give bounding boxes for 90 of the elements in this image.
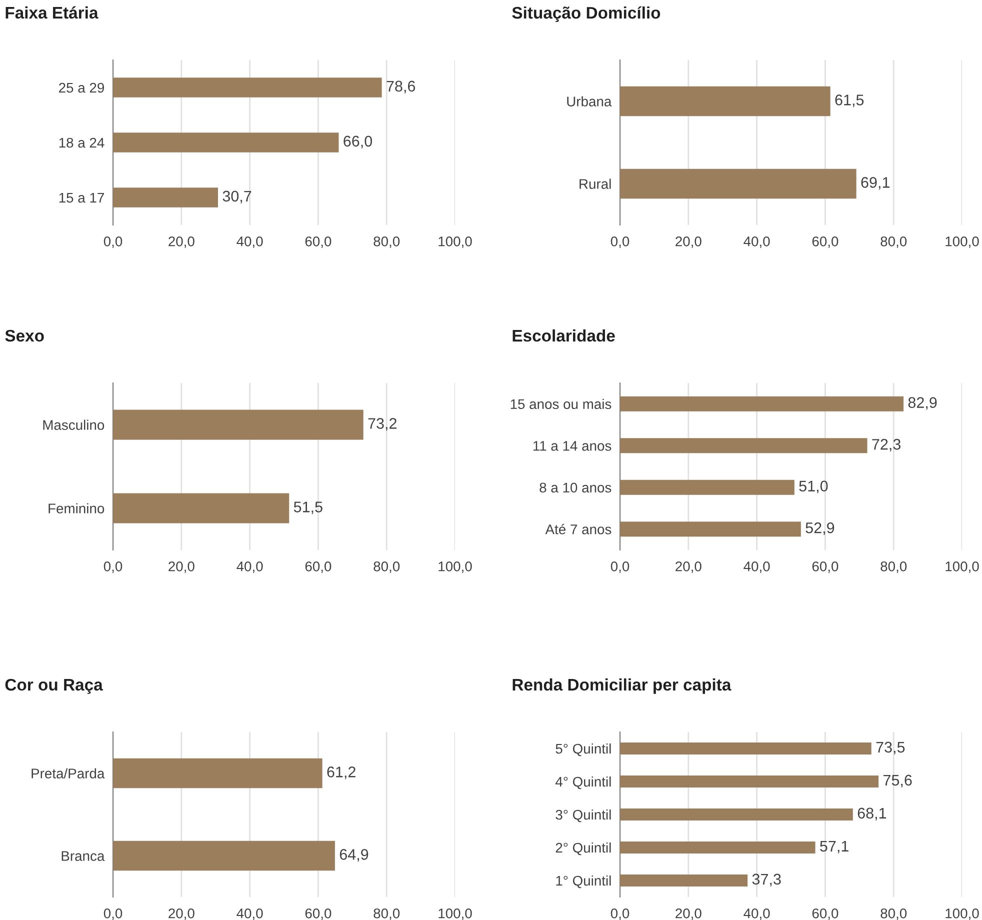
bar [620, 480, 794, 495]
x-tick-label: 100,0 [438, 561, 472, 573]
y-tick-label: Branca [62, 851, 105, 861]
x-tick-label: 80,0 [374, 561, 400, 573]
chart-title: Cor ou Raça [5, 678, 103, 694]
x-tick-label: 0,0 [104, 561, 122, 573]
x-tick-label: 80,0 [880, 908, 907, 920]
y-tick-label: Rural [580, 178, 611, 189]
chart-title: Situação Domicílio [512, 6, 660, 22]
x-tick-label: 60,0 [812, 236, 838, 248]
bar [620, 874, 748, 886]
x-tick-label: 20,0 [676, 561, 702, 573]
data-label: 68,1 [858, 808, 886, 820]
x-tick-label: 40,0 [236, 561, 263, 573]
data-label: 57,1 [820, 840, 848, 854]
x-tick-label: 40,0 [236, 908, 263, 920]
y-tick-label: 15 anos ou mais [510, 398, 612, 410]
x-tick-label: 60,0 [812, 908, 838, 920]
chart-title: Faixa Etária [6, 6, 98, 19]
x-tick-label: 100,0 [946, 908, 979, 920]
x-tick-label: 80,0 [374, 236, 400, 248]
y-tick-label: 1° Quintil [556, 875, 611, 888]
x-tick-label: 0,0 [104, 236, 122, 248]
y-tick-label: 4° Quintil [555, 776, 611, 790]
data-label: 73,5 [876, 742, 905, 754]
x-tick-label: 20,0 [168, 561, 194, 573]
x-tick-label: 80,0 [880, 561, 907, 573]
bar [113, 132, 339, 152]
y-tick-label: Urbana [567, 96, 612, 106]
y-tick-label: 15 a 17 [59, 192, 104, 203]
data-label: 73,2 [368, 418, 396, 431]
x-tick-label: 20,0 [168, 236, 194, 248]
y-tick-label: Masculino [43, 420, 104, 430]
y-tick-label: Feminino [48, 503, 104, 514]
x-tick-label: 100,0 [946, 561, 979, 573]
x-tick-label: 40,0 [236, 236, 263, 248]
data-label: 52,9 [806, 522, 834, 536]
y-tick-label: Preta/Parda [32, 768, 105, 778]
data-label: 66,0 [344, 136, 372, 148]
bar [113, 188, 218, 208]
data-label: 61,2 [327, 766, 356, 780]
data-label: 75,6 [884, 774, 912, 788]
x-tick-label: 20,0 [676, 908, 702, 920]
x-tick-label: 0,0 [104, 908, 122, 920]
x-tick-label: 100,0 [946, 236, 979, 248]
y-tick-label: 5° Quintil [556, 743, 611, 756]
data-label: 51,5 [294, 502, 322, 514]
y-tick-label: 8 a 10 anos [540, 482, 612, 493]
chart-title: Escolaridade [512, 329, 615, 342]
y-tick-label: 25 a 29 [59, 82, 104, 93]
x-tick-label: 40,0 [744, 236, 770, 248]
x-tick-label: 80,0 [880, 236, 907, 248]
data-label: 78,6 [386, 80, 416, 94]
bar [620, 842, 816, 854]
x-tick-label: 40,0 [744, 561, 770, 573]
data-label: 69,1 [861, 177, 890, 190]
x-tick-label: 0,0 [610, 908, 630, 920]
data-label: 64,9 [340, 849, 368, 862]
x-tick-label: 60,0 [812, 561, 838, 573]
y-tick-label: 3° Quintil [556, 809, 611, 822]
bar [620, 808, 853, 820]
y-tick-label: 18 a 24 [59, 138, 104, 148]
x-tick-label: 80,0 [374, 908, 400, 920]
chart-title: Sexo [5, 330, 44, 342]
x-tick-label: 100,0 [438, 236, 472, 248]
data-label: 82,9 [908, 397, 937, 410]
data-label: 37,3 [752, 874, 781, 886]
bar [620, 438, 868, 454]
x-tick-label: 0,0 [610, 236, 630, 248]
x-tick-label: 60,0 [305, 236, 332, 248]
y-tick-label: Até 7 anos [545, 524, 612, 534]
data-label: 61,5 [835, 94, 864, 108]
y-tick-label: 11 a 14 anos [533, 441, 612, 451]
data-label: 51,0 [799, 480, 828, 494]
bar [620, 522, 801, 537]
data-label: 72,3 [872, 438, 900, 452]
x-tick-label: 20,0 [676, 236, 702, 248]
x-tick-label: 40,0 [744, 908, 770, 920]
chart-title: Renda Domiciliar per capita [512, 678, 732, 694]
x-tick-label: 100,0 [438, 908, 472, 920]
bar [620, 396, 904, 412]
x-tick-label: 20,0 [168, 908, 194, 920]
data-label: 30,7 [222, 190, 252, 204]
bar [620, 776, 879, 788]
bar [620, 742, 872, 754]
x-tick-label: 60,0 [305, 561, 332, 573]
x-tick-label: 60,0 [305, 908, 332, 920]
x-tick-label: 0,0 [610, 561, 630, 573]
bar [113, 78, 382, 98]
y-tick-label: 2° Quintil [556, 842, 611, 856]
